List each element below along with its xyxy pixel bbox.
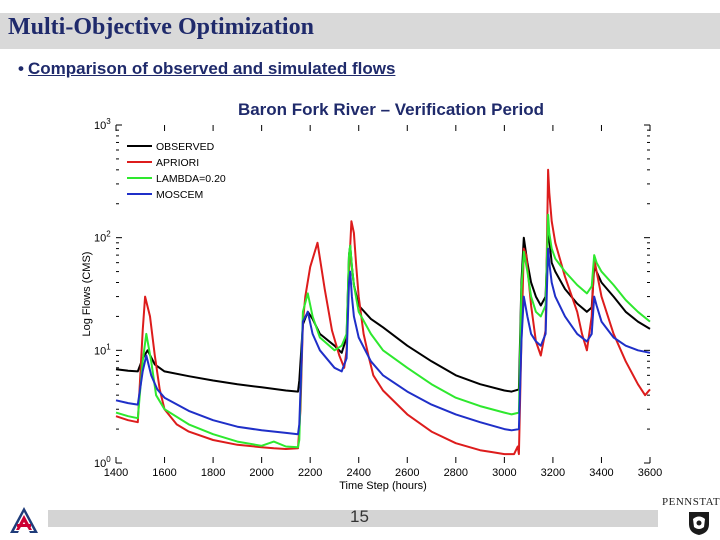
x-tick-label: 2200 — [298, 467, 322, 479]
legend-label-1: APRIORI — [156, 157, 199, 169]
penn-state-logo: PENNSTATE — [662, 496, 720, 538]
legend-label-3: MOSCEM — [156, 189, 203, 201]
x-axis-label: Time Step (hours) — [339, 480, 427, 492]
footer-bar — [48, 510, 658, 527]
series-line-2 — [115, 213, 651, 449]
penn-state-shield-icon — [689, 512, 709, 535]
x-tick-label: 3200 — [541, 467, 565, 479]
legend-label-0: OBSERVED — [156, 141, 215, 153]
bullet-text: Comparison of observed and simulated flo… — [27, 59, 396, 78]
y-tick-label: 101 — [94, 342, 111, 357]
x-tick-label: 2400 — [346, 467, 370, 479]
bullet-marker: • — [18, 59, 24, 78]
x-tick-label: 1600 — [152, 467, 176, 479]
x-tick-label: 1800 — [201, 467, 225, 479]
y-tick-label: 102 — [94, 230, 111, 245]
x-tick-label: 2000 — [249, 467, 273, 479]
slide-title: Multi-Objective Optimization — [8, 14, 314, 40]
page-number: 15 — [350, 507, 369, 526]
y-tick-label: 103 — [94, 117, 111, 132]
series-line-0 — [115, 223, 651, 393]
series-line-1 — [115, 168, 651, 456]
x-tick-label: 3400 — [589, 467, 613, 479]
x-tick-label: 2600 — [395, 467, 419, 479]
slide-bullet: • Comparison of observed and simulated fl… — [18, 59, 395, 79]
x-tick-label: 1400 — [104, 467, 128, 479]
x-tick-label: 3000 — [492, 467, 516, 479]
series-line-3 — [115, 247, 651, 436]
penn-state-wordmark: PENNSTATE — [662, 496, 720, 508]
chart-title: Baron Fork River – Verification Period — [237, 100, 545, 119]
y-axis-label: Log Flows (CMS) — [81, 252, 93, 337]
x-tick-label: 2800 — [444, 467, 468, 479]
university-of-arizona-logo-icon — [10, 507, 38, 533]
title-bar: Multi-Objective Optimization — [0, 13, 720, 49]
x-tick-label: 3600 — [638, 467, 662, 479]
legend-label-2: LAMBDA=0.20 — [156, 173, 226, 185]
